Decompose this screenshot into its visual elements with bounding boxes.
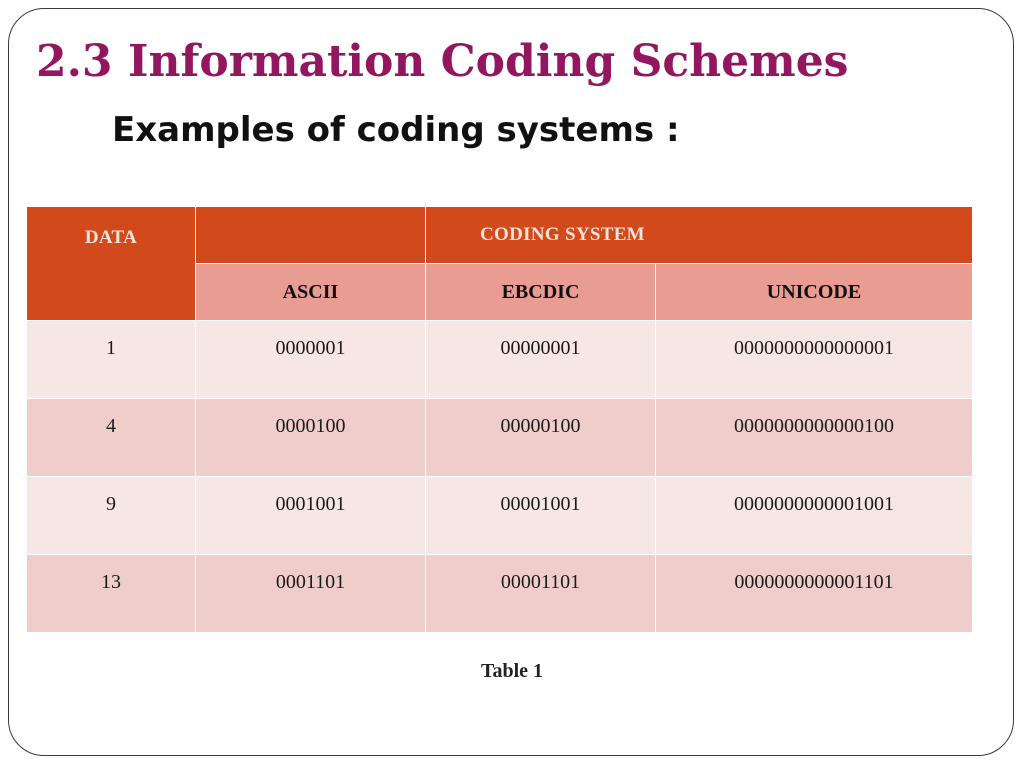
data-column-header: DATA — [26, 206, 196, 321]
slide-title: 2.3 Information Coding Schemes — [36, 36, 849, 87]
ebcdic-code-cell: 00000100 — [425, 398, 656, 477]
data-column-header-label: DATA — [84, 226, 138, 248]
coding-system-group-header: CODING SYSTEM — [425, 206, 973, 264]
slide-subtitle: Examples of coding systems : — [112, 110, 680, 150]
unicode-code-cell: 0000000000000100 — [655, 398, 973, 477]
ebcdic-code-cell: 00000001 — [425, 320, 656, 399]
ebcdic-code-cell: 00001101 — [425, 554, 656, 633]
unicode-code-cell: 0000000000001001 — [655, 476, 973, 555]
unicode-code-cell: 0000000000001101 — [655, 554, 973, 633]
data-value-cell: 13 — [26, 554, 196, 633]
ebcdic-code-cell: 00001001 — [425, 476, 656, 555]
table-header-row-top: DATA CODING SYSTEM — [26, 206, 973, 321]
data-value-cell: 1 — [26, 320, 196, 399]
table-header-row-columns: ASCII EBCDIC UNICODE — [27, 263, 973, 321]
ascii-code-cell: 0001101 — [195, 554, 426, 633]
header-empty-cell — [195, 206, 426, 264]
coding-systems-table: DATA CODING SYSTEM ASCII EBCDIC UNICODE … — [26, 206, 973, 633]
data-value-cell: 4 — [26, 398, 196, 477]
ascii-code-cell: 0000001 — [195, 320, 426, 399]
data-value-cell: 9 — [26, 476, 196, 555]
ascii-code-cell: 0001001 — [195, 476, 426, 555]
column-header-unicode: UNICODE — [655, 263, 973, 321]
table-row: 4 0000100 00000100 0000000000000100 — [26, 398, 973, 477]
unicode-code-cell: 0000000000000001 — [655, 320, 973, 399]
ascii-code-cell: 0000100 — [195, 398, 426, 477]
column-header-ebcdic: EBCDIC — [425, 263, 656, 321]
table-caption: Table 1 — [480, 660, 544, 682]
table-row: 1 0000001 00000001 0000000000000001 — [26, 320, 973, 399]
table-row: 9 0001001 00001001 0000000000001001 — [26, 476, 973, 555]
table-row: 13 0001101 00001101 0000000000001101 — [26, 554, 973, 633]
column-header-ascii: ASCII — [195, 263, 426, 321]
